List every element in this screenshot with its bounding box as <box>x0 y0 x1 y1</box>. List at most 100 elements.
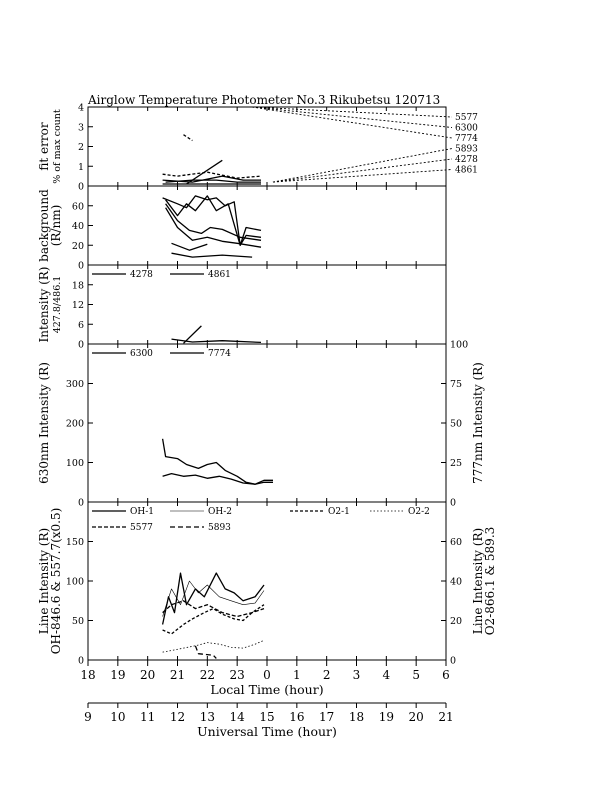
y-axis-label: Intensity (R) <box>37 267 51 343</box>
series-o2-2 <box>162 639 265 653</box>
ut-axis-title: Universal Time (hour) <box>197 724 337 739</box>
panel-intensity_4278_4861: 0 6 12 18 Intensity (R) 427.8/486.1 4278 4861 <box>37 264 447 351</box>
legend-label: 4278 <box>455 155 478 165</box>
series-5893 <box>194 645 217 659</box>
chart-title: Airglow Temperature Photometer No.3 Riku… <box>87 93 440 107</box>
y-tick-label: 50 <box>72 616 84 627</box>
series-bg-3 <box>165 203 262 241</box>
y-tick-label: 0 <box>78 261 84 272</box>
y-axis-label: 427.8/486.1 <box>52 276 63 334</box>
series-6300 <box>161 438 273 485</box>
y-tick-label: 0 <box>78 182 84 193</box>
legend-label: OH-1 <box>130 507 154 517</box>
y-tick-label: 150 <box>66 537 84 548</box>
y-tick-label: 3 <box>78 122 84 133</box>
y-axis-label-right: 777nm Intensity (R) <box>471 362 485 484</box>
series-4861 <box>183 325 202 344</box>
y-right-tick-label: 0 <box>450 498 456 509</box>
legend-label: 4861 <box>208 270 231 280</box>
ut-tick-label: 16 <box>289 710 304 724</box>
legend-leader <box>252 106 453 128</box>
series-7774 <box>162 472 273 485</box>
y-right-tick-label: 60 <box>450 537 462 548</box>
y-axis-label-right: O2-866.1 & 589.3 <box>483 527 497 636</box>
panel-frame <box>87 343 447 503</box>
y-tick-label: 4 <box>78 103 84 114</box>
y-tick-label: 300 <box>66 379 84 390</box>
lt-tick-label: 6 <box>442 668 450 682</box>
y-tick-label: 100 <box>66 458 84 469</box>
series-bg-6 <box>171 252 253 258</box>
y-axis-label: % of max count <box>52 109 63 184</box>
lt-tick-label: 5 <box>412 668 420 682</box>
series-bg-2 <box>165 195 262 246</box>
ut-tick-label: 14 <box>230 710 246 724</box>
y-tick-label: 1 <box>78 162 84 173</box>
legend-label: 5577 <box>455 113 478 123</box>
ut-tick-label: 21 <box>438 710 453 724</box>
lt-tick-label: 3 <box>353 668 361 682</box>
panel-fit_error: 0 1 2 3 4 fit error% of max count 557763007774… <box>37 103 478 193</box>
legend-label: 7774 <box>455 134 478 144</box>
series-5893 <box>183 134 193 142</box>
ut-tick-label: 15 <box>259 710 274 724</box>
legend-label: 5893 <box>455 145 478 155</box>
panel-background: 0 20 40 60 background(R/nm) <box>37 185 447 272</box>
ut-tick-label: 10 <box>110 710 125 724</box>
series-bg-4 <box>165 207 262 248</box>
y-tick-label: 18 <box>72 280 84 291</box>
legend-label: O2-1 <box>328 507 350 517</box>
series-4278 <box>171 338 262 344</box>
legend-label: OH-2 <box>208 507 232 517</box>
y-axis-label: fit error <box>37 122 51 170</box>
ut-tick-label: 13 <box>200 710 215 724</box>
lt-tick-label: 0 <box>263 668 271 682</box>
legend-leader <box>272 148 453 183</box>
series-bg-1 <box>162 195 262 246</box>
series-o2-1 <box>162 604 265 635</box>
y-tick-label: 6 <box>78 320 84 331</box>
y-right-tick-label: 40 <box>450 577 462 588</box>
legend-label: O2-2 <box>408 507 430 517</box>
lt-tick-label: 4 <box>383 668 391 682</box>
series-5577 <box>162 600 265 618</box>
series-oh-1 <box>161 572 265 625</box>
series-4278 <box>186 159 223 185</box>
y-tick-label: 12 <box>72 300 84 311</box>
y-axis-label: 630nm Intensity (R) <box>37 362 51 484</box>
series-7774 <box>165 179 261 183</box>
y-tick-label: 0 <box>78 498 84 509</box>
legend-leader <box>272 158 453 183</box>
legend-label: 4861 <box>455 166 478 176</box>
legend-label: 6300 <box>455 124 478 134</box>
lt-tick-label: 21 <box>170 668 185 682</box>
y-tick-label: 100 <box>66 577 84 588</box>
lt-tick-label: 2 <box>323 668 331 682</box>
y-axis-label: OH-846.6 & 557.7(x0.5) <box>49 508 63 655</box>
y-tick-label: 0 <box>78 340 84 351</box>
y-right-tick-label: 0 <box>450 656 456 667</box>
y-tick-label: 20 <box>72 241 84 252</box>
legend-label: 6300 <box>130 349 153 359</box>
lt-tick-label: 18 <box>80 668 95 682</box>
legend-leader <box>272 169 453 183</box>
y-tick-label: 0 <box>78 656 84 667</box>
ut-tick-label: 20 <box>409 710 424 724</box>
y-axis-label: Line Intensity (R) <box>37 528 51 634</box>
legend-leader <box>252 106 453 118</box>
y-axis-label-right: Line Intensity (R) <box>471 528 485 634</box>
y-right-tick-label: 25 <box>450 458 462 469</box>
y-right-tick-label: 100 <box>450 340 468 351</box>
y-tick-label: 40 <box>72 221 84 232</box>
series-bg-5 <box>171 242 208 251</box>
y-axis-label: (R/nm) <box>49 205 63 247</box>
y-tick-label: 60 <box>72 201 84 212</box>
panel-frame <box>87 106 447 187</box>
panel-frame <box>87 185 447 266</box>
lt-tick-label: 20 <box>140 668 155 682</box>
legend-label: 5893 <box>208 523 231 533</box>
